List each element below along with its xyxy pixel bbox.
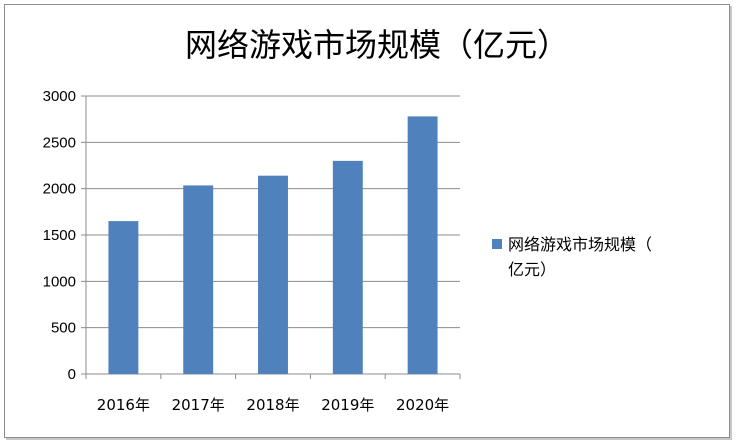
y-tick-label: 0 [68,366,76,383]
x-tick-label: 2018年 [246,396,299,414]
y-tick-labels: 0 500 1000 1500 2000 2500 3000 [43,88,76,383]
legend-label-line2: 亿元） [508,260,556,279]
bar-2017年 [183,185,214,374]
y-tick-label: 2000 [43,181,76,198]
bars [108,116,438,375]
y-tick-label: 3000 [43,88,76,105]
legend-label-line1: 网络游戏市场规模（ [508,235,652,254]
x-tick-label: 2019年 [321,396,374,414]
legend: 网络游戏市场规模（ 亿元） [492,235,652,279]
legend-swatch [492,239,502,249]
x-tick-label: 2020年 [396,396,449,414]
bar-2018年 [258,175,288,374]
x-tick-label: 2016年 [97,396,150,414]
y-tick-label: 2500 [43,134,76,151]
y-tick-label: 1000 [43,273,76,290]
bar-2020年 [407,116,438,375]
y-tick-label: 500 [51,320,76,337]
y-tick-label: 1500 [43,227,76,244]
bar-2016年 [108,221,139,374]
chart-title: 网络游戏市场规模（亿元） [185,26,569,64]
x-tick-labels: 2016年 2017年 2018年 2019年 2020年 [97,396,449,414]
bar-2019年 [332,160,363,374]
x-tick-label: 2017年 [172,396,225,414]
